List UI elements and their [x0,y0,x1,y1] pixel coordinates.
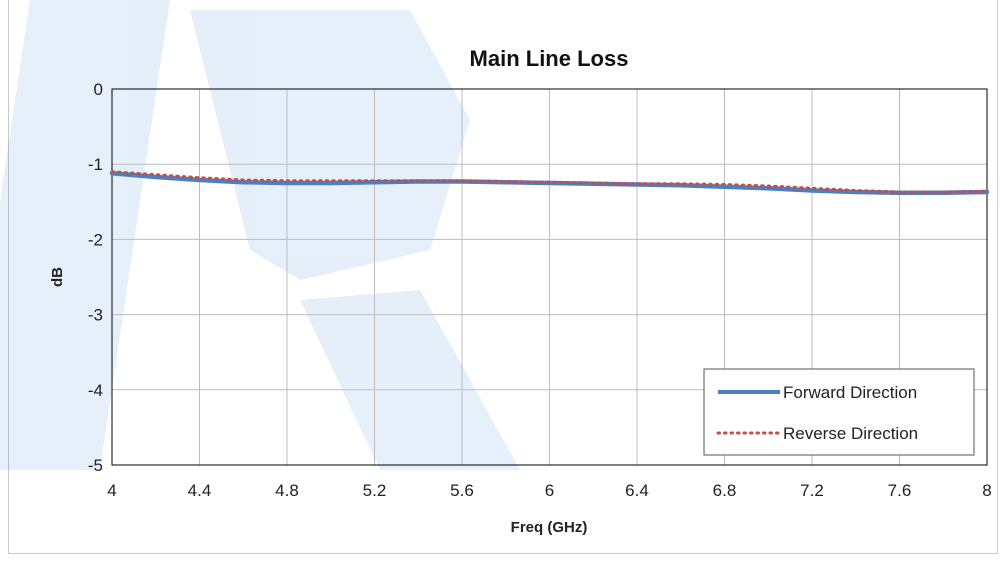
y-tick-label: 0 [94,80,103,99]
x-tick-label: 8 [982,481,991,500]
x-tick-label: 4 [107,481,116,500]
y-tick-label: -5 [88,456,103,475]
series-layer [109,170,990,196]
legend-label-forward-direction: Forward Direction [783,383,917,402]
x-axis-tick-labels: 4 4.4 4.8 5.2 5.6 6 6.4 6.8 7.2 7.6 8 [107,481,991,500]
x-tick-label: 6.8 [713,481,737,500]
y-tick-label: -3 [88,306,103,325]
legend: Forward Direction Reverse Direction [703,368,975,456]
y-tick-label: -1 [88,155,103,174]
x-tick-label: 4.4 [188,481,212,500]
y-tick-label: -2 [88,230,103,249]
y-axis-tick-labels: 0 -1 -2 -3 -4 -5 [88,80,103,475]
watermark-logo [0,0,520,470]
x-tick-label: 4.8 [275,481,299,500]
x-tick-label: 5.6 [450,481,474,500]
chart-title: Main Line Loss [470,46,629,71]
legend-label-reverse-direction: Reverse Direction [783,424,918,443]
x-tick-label: 7.6 [888,481,912,500]
legend-box [703,368,975,456]
plot-area [111,88,988,466]
x-tick-label: 6.4 [625,481,649,500]
series-line-reverse-direction [110,170,989,194]
y-tick-label: -4 [88,381,103,400]
x-tick-label: 5.2 [363,481,387,500]
y-axis-label: dB [49,267,66,287]
chart-frame [8,0,998,554]
x-tick-label: 7.2 [800,481,824,500]
x-tick-label: 6 [545,481,554,500]
x-axis-label: Freq (GHz) [511,519,588,536]
